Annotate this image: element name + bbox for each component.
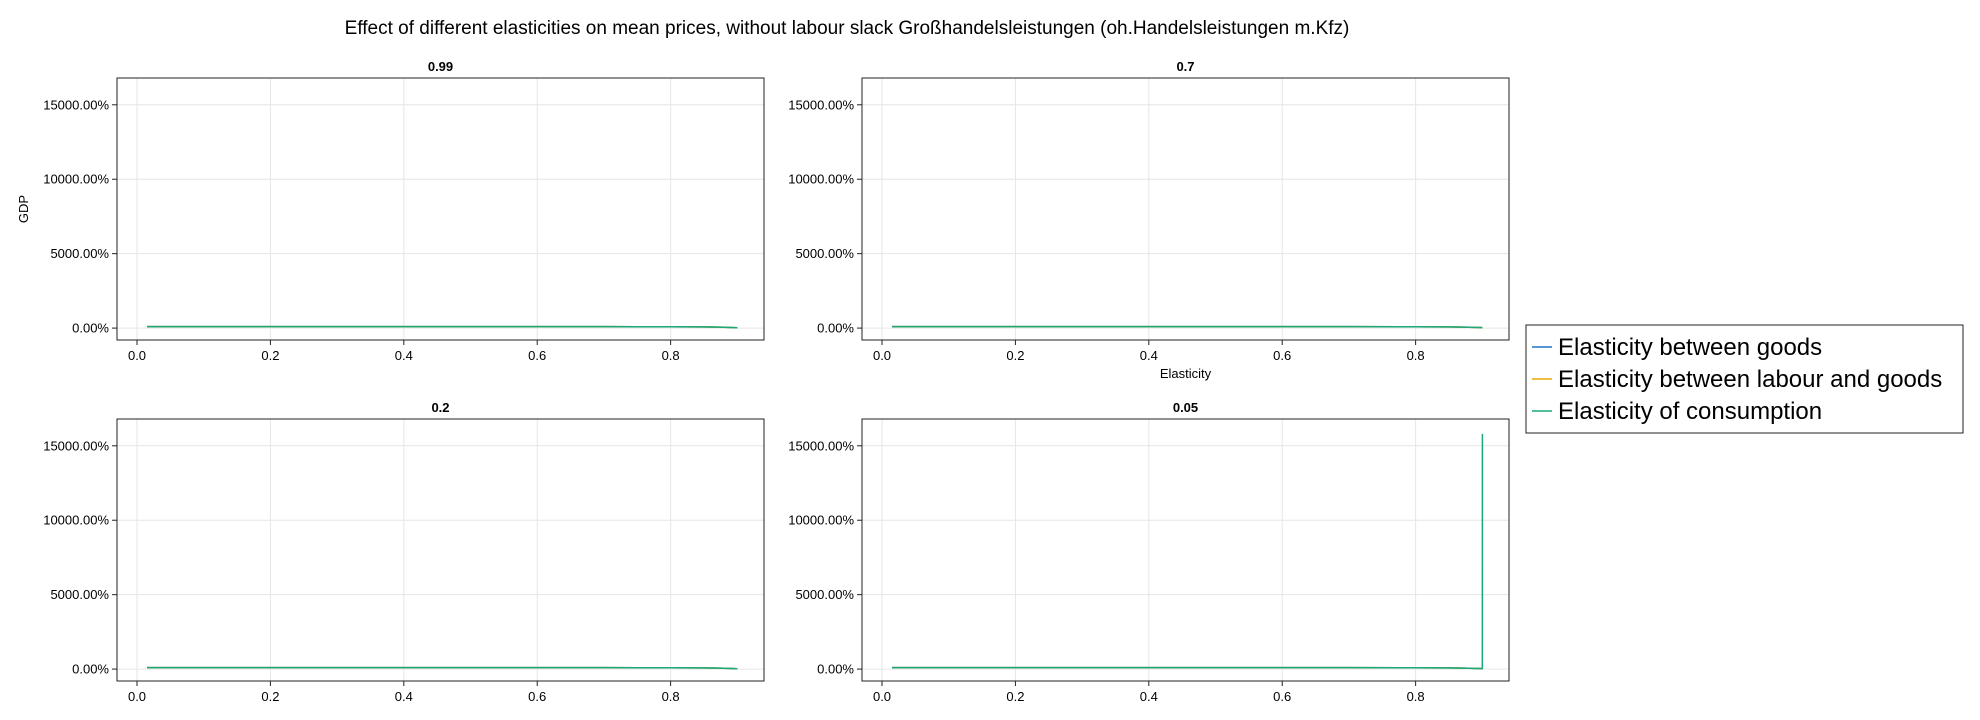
y-tick-label: 0.00% bbox=[817, 662, 854, 677]
x-tick-label: 0.4 bbox=[395, 348, 413, 363]
series-line-3 bbox=[892, 433, 1484, 670]
plot-frame bbox=[116, 418, 765, 682]
series-line-3 bbox=[892, 325, 1483, 329]
x-tick-label: 0.0 bbox=[873, 348, 891, 363]
x-tick-label: 0.8 bbox=[1407, 689, 1425, 704]
y-tick-label: 15000.00% bbox=[788, 97, 854, 112]
x-tick-label: 0.0 bbox=[128, 348, 146, 363]
legend-entry-label: Elasticity between labour and goods bbox=[1558, 366, 1942, 393]
x-tick-label: 0.4 bbox=[1140, 689, 1158, 704]
x-tick-label: 0.0 bbox=[128, 689, 146, 704]
figure-title: Effect of different elasticities on mean… bbox=[345, 18, 1350, 39]
y-axis-label: GDP bbox=[16, 195, 31, 223]
y-tick-label: 5000.00% bbox=[50, 587, 109, 602]
y-tick-label: 5000.00% bbox=[795, 587, 854, 602]
y-tick-label: 0.00% bbox=[817, 321, 854, 336]
y-tick-label: 15000.00% bbox=[43, 438, 109, 453]
y-tick-label: 0.00% bbox=[72, 662, 109, 677]
x-tick-label: 0.6 bbox=[528, 689, 546, 704]
y-tick-label: 15000.00% bbox=[788, 438, 854, 453]
legend-box bbox=[1525, 324, 1964, 434]
subplot-grid: 0.0 0.2 0.4 0.6 0.8 0.00% 5000.00% 10000.00% 150… bbox=[16, 59, 1510, 704]
series-line-3 bbox=[147, 325, 738, 329]
x-tick-label: 0.8 bbox=[662, 348, 680, 363]
y-tick-label: 10000.00% bbox=[43, 513, 109, 528]
subplot-title: 0.2 bbox=[431, 400, 449, 415]
legend-entry-label: Elasticity between goods bbox=[1558, 334, 1822, 361]
y-tick-label: 10000.00% bbox=[43, 172, 109, 187]
x-tick-label: 0.0 bbox=[873, 689, 891, 704]
subplot-title: 0.05 bbox=[1173, 400, 1198, 415]
x-tick-label: 0.2 bbox=[1006, 689, 1024, 704]
y-tick-label: 5000.00% bbox=[795, 246, 854, 261]
legend-entry-label: Elasticity of consumption bbox=[1558, 398, 1822, 425]
x-tick-label: 0.6 bbox=[1273, 689, 1291, 704]
series-line-3 bbox=[147, 666, 738, 670]
x-tick-label: 0.2 bbox=[261, 689, 279, 704]
y-tick-label: 10000.00% bbox=[788, 172, 854, 187]
x-axis-label: Elasticity bbox=[1160, 366, 1212, 381]
x-tick-label: 0.4 bbox=[395, 689, 413, 704]
x-tick-label: 0.4 bbox=[1140, 348, 1158, 363]
x-tick-label: 0.2 bbox=[261, 348, 279, 363]
plot-frame bbox=[861, 77, 1510, 341]
y-tick-label: 5000.00% bbox=[50, 246, 109, 261]
x-tick-label: 0.6 bbox=[528, 348, 546, 363]
subplot-1: 0.0 0.2 0.4 0.6 0.8 0.00% 5000.00% 10000.00% 150… bbox=[16, 59, 765, 363]
legend: Elasticity between goods Elasticity betwe… bbox=[1525, 324, 1964, 434]
plot-frame bbox=[116, 77, 765, 341]
x-tick-label: 0.8 bbox=[1407, 348, 1425, 363]
subplot-2: 0.0 0.2 0.4 0.6 0.8 0.00% 5000.00% 10000.00% 150… bbox=[788, 59, 1510, 381]
y-tick-label: 10000.00% bbox=[788, 513, 854, 528]
y-tick-label: 15000.00% bbox=[43, 97, 109, 112]
subplot-3: 0.0 0.2 0.4 0.6 0.8 0.00% 5000.00% 10000.00% 150… bbox=[43, 400, 765, 704]
subplot-title: 0.99 bbox=[428, 59, 453, 74]
x-tick-label: 0.6 bbox=[1273, 348, 1291, 363]
subplot-4: 0.0 0.2 0.4 0.6 0.8 0.00% 5000.00% 10000.00% 150… bbox=[788, 400, 1510, 704]
y-tick-label: 0.00% bbox=[72, 321, 109, 336]
plot-frame bbox=[861, 418, 1510, 682]
x-tick-label: 0.8 bbox=[662, 689, 680, 704]
subplot-title: 0.7 bbox=[1176, 59, 1194, 74]
x-tick-label: 0.2 bbox=[1006, 348, 1024, 363]
